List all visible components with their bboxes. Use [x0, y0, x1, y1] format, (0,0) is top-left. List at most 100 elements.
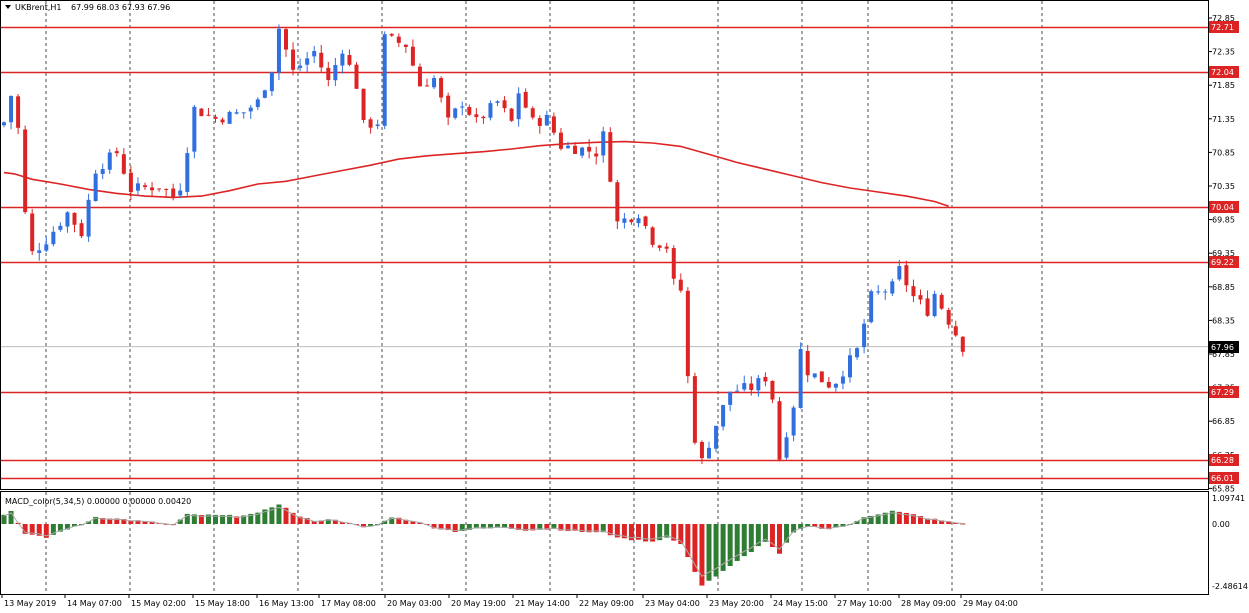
candle-body	[114, 151, 119, 154]
y-tick-label: 70.35	[1212, 182, 1235, 191]
candle-body	[157, 188, 162, 190]
macd-bar	[325, 519, 331, 524]
level-price-tag-label: 69.22	[1211, 258, 1234, 267]
candle-body	[855, 348, 860, 358]
macd-bar	[727, 524, 733, 567]
macd-bar	[551, 524, 557, 529]
candle-body	[248, 107, 253, 112]
price-tags: 72.71 72.04 70.04 69.22 67.29 66.28 66.01 67.96	[1209, 21, 1239, 484]
candle-body	[580, 147, 585, 156]
candle-body	[164, 189, 169, 191]
macd-bar	[664, 524, 670, 538]
macd-bar	[459, 524, 465, 531]
horizontal-levels[interactable]	[1, 26, 1208, 480]
candle-body	[883, 291, 888, 293]
candle-body	[347, 55, 352, 65]
level-price-tag	[1209, 472, 1239, 484]
candle-body	[86, 199, 91, 237]
candle-body	[312, 51, 317, 57]
macd-bar	[149, 521, 155, 524]
macd-bar	[805, 524, 811, 527]
macd-bar	[36, 524, 42, 536]
macd-bar	[135, 520, 141, 524]
macd-bar	[29, 524, 35, 535]
macd-bar	[382, 520, 388, 524]
candle-body	[382, 34, 387, 126]
macd-bar	[516, 524, 522, 530]
macd-signal-line	[3, 506, 963, 577]
candle-body	[509, 108, 514, 121]
candle-body	[819, 371, 824, 383]
candle-body	[326, 67, 331, 80]
title-bar: UKBrent,H1 67.99 68.03 67.93 67.96	[5, 3, 170, 12]
x-tick-label: 21 May 14:00	[515, 599, 570, 608]
y-tick-label: 68.85	[1212, 283, 1235, 292]
level-price-tag-label: 72.04	[1211, 68, 1234, 77]
candle-body	[953, 326, 958, 336]
macd-bar	[227, 514, 233, 524]
macd-bar	[480, 524, 486, 529]
macd-bar	[939, 520, 945, 524]
candle-body	[171, 188, 176, 197]
macd-bar	[1, 514, 7, 524]
candle-body	[502, 100, 507, 109]
macd-bar	[769, 524, 775, 548]
candle-body	[305, 58, 310, 65]
candle-body	[340, 53, 345, 66]
macd-bar	[678, 524, 684, 545]
y-tick-label: 66.85	[1212, 417, 1235, 426]
macd-bar	[925, 518, 931, 524]
macd-bar	[777, 524, 782, 554]
candle-body	[291, 49, 296, 70]
x-tick-label: 23 May 20:00	[709, 599, 764, 608]
macd-bar	[713, 524, 719, 577]
y-tick-label: 72.35	[1212, 48, 1235, 57]
candle-body	[629, 219, 634, 223]
candle-body	[121, 154, 126, 174]
candle-body	[826, 381, 831, 388]
candle-body	[530, 108, 535, 118]
candle-body	[93, 173, 98, 201]
macd-bar	[706, 524, 712, 581]
x-tick-label: 24 May 15:00	[773, 599, 828, 608]
macd-bar	[572, 524, 578, 531]
macd-bar	[734, 524, 740, 561]
y-tick-label: 72.85	[1212, 14, 1235, 23]
candle-body	[199, 108, 204, 117]
level-price-tag	[1209, 454, 1239, 466]
macd-bar	[579, 524, 585, 533]
macd-bar	[290, 512, 296, 524]
candle-body	[664, 246, 669, 249]
candle-body	[622, 218, 627, 223]
dropdown-triangle-icon[interactable]	[5, 5, 11, 9]
candle-body	[410, 46, 415, 66]
candle-body	[812, 373, 817, 378]
level-price-tag	[1209, 66, 1239, 78]
macd-bar	[205, 514, 211, 524]
macd-bar	[22, 524, 28, 534]
macd-bar	[875, 514, 881, 524]
candle-body	[749, 383, 754, 391]
macd-bar	[593, 524, 599, 533]
x-tick-label: 17 May 08:00	[321, 599, 376, 608]
candle-body	[587, 146, 592, 152]
macd-bar	[896, 511, 902, 524]
candle-body	[805, 350, 810, 376]
macd-bar	[198, 515, 204, 524]
candle-body	[389, 33, 394, 36]
x-tick-label: 16 May 13:00	[259, 599, 314, 608]
macd-bar	[565, 524, 571, 532]
macd-bar	[502, 524, 508, 528]
macd-bar	[643, 524, 649, 542]
macd-bar	[248, 513, 254, 524]
candle-body	[721, 405, 726, 427]
candle-body	[37, 250, 42, 253]
candle-body	[72, 212, 77, 225]
macd-bar	[784, 524, 790, 543]
macd-bar	[297, 516, 303, 524]
level-price-tag-label: 67.29	[1211, 388, 1234, 397]
candle-body	[537, 118, 542, 126]
